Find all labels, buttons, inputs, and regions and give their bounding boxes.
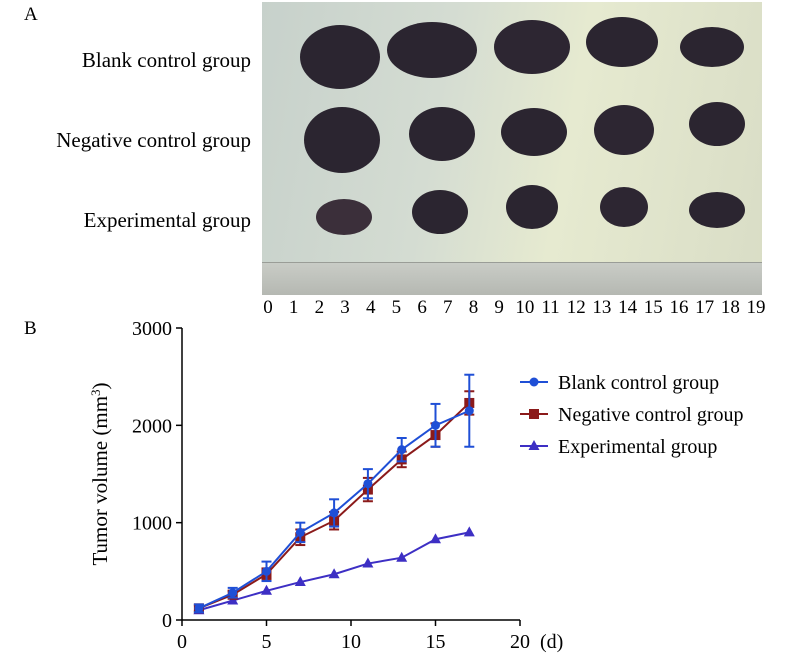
group-label-negative: Negative control group <box>56 128 251 152</box>
data-point <box>228 588 238 598</box>
ruler-number: 15 <box>643 297 663 318</box>
ruler-number: 1 <box>288 297 299 318</box>
tumor-blank-2 <box>387 22 477 78</box>
ruler-number: 0 <box>263 297 273 318</box>
x-tick-label: 20 <box>510 631 530 653</box>
ruler-number: 2 <box>314 297 325 318</box>
data-point <box>463 526 475 537</box>
y-tick-label: 1000 <box>132 513 172 535</box>
ruler-number: 17 <box>695 297 715 318</box>
x-unit-label: (d) <box>540 631 563 653</box>
data-point <box>464 406 474 416</box>
tumor-blank-3 <box>494 20 570 74</box>
y-tick-label: 3000 <box>132 318 172 340</box>
group-label-blank: Blank control group <box>81 48 251 72</box>
data-point <box>329 508 339 518</box>
legend-label: Experimental group <box>558 436 717 458</box>
x-tick-label: 15 <box>426 631 446 653</box>
ruler-number: 4 <box>365 297 376 318</box>
y-tick-label: 2000 <box>132 415 172 437</box>
legend-marker <box>528 440 540 450</box>
ruler-number: 11 <box>541 297 560 318</box>
data-point <box>295 527 305 537</box>
legend-label: Negative control group <box>558 404 744 426</box>
tumor-photo-svg <box>300 17 745 235</box>
tumor-negative-2 <box>409 107 475 161</box>
ruler-number: 19 <box>746 297 766 318</box>
tumor-experimental-5 <box>689 192 745 228</box>
data-point <box>363 479 373 489</box>
x-tick-label: 0 <box>177 631 187 653</box>
tumor-negative-1 <box>304 107 380 173</box>
ruler-numbers: 0 1 2 3 4 5 6 7 8 9 10 11 12 13 14 15 16 17 18 19 <box>262 297 765 319</box>
tumor-blank-1 <box>300 25 380 89</box>
x-tick-label: 10 <box>341 631 361 653</box>
ruler-number: 7 <box>443 297 453 318</box>
ruler-number: 14 <box>618 297 638 318</box>
ruler-number: 10 <box>515 297 535 318</box>
tumor-negative-3 <box>501 108 567 156</box>
tumor-negative-4 <box>594 105 654 155</box>
tumor-blank-5 <box>680 27 744 67</box>
data-point <box>397 445 407 455</box>
data-point <box>261 584 272 595</box>
legend-label: Blank control group <box>558 372 719 394</box>
legend-marker <box>529 377 539 387</box>
data-point <box>430 533 441 544</box>
ruler <box>262 262 762 295</box>
data-point <box>431 420 440 430</box>
y-axis-label: Tumor volume (mm3) <box>88 382 113 565</box>
ruler-number: 13 <box>592 297 612 318</box>
legend-marker <box>529 409 539 419</box>
data-point <box>194 603 204 613</box>
ruler-number: 5 <box>391 297 402 318</box>
ruler-number: 3 <box>340 297 350 318</box>
data-point <box>396 551 408 562</box>
tumor-experimental-3 <box>506 185 558 229</box>
tumor-negative-5 <box>689 102 745 146</box>
y-tick-label: 0 <box>162 610 172 632</box>
ruler-number: 12 <box>566 297 586 318</box>
tumor-photo <box>262 2 762 295</box>
x-tick-label: 5 <box>262 631 272 653</box>
tumor-experimental-2 <box>412 190 468 234</box>
group-label-experimental: Experimental group <box>83 208 251 232</box>
data-point <box>294 576 306 587</box>
tumor-experimental-4 <box>600 187 648 227</box>
panel-b-letter: B <box>24 318 37 339</box>
data-point <box>262 566 271 576</box>
ruler-number: 8 <box>468 297 479 318</box>
data-point <box>362 557 374 568</box>
ruler-number: 9 <box>494 297 504 318</box>
data-point <box>328 568 340 579</box>
ruler-number: 16 <box>669 297 689 318</box>
tumor-experimental-1 <box>316 199 372 235</box>
tumor-blank-4 <box>586 17 658 67</box>
ruler-number: 18 <box>720 297 740 318</box>
panel-a-letter: A <box>24 4 38 25</box>
ruler-number: 6 <box>417 297 427 318</box>
